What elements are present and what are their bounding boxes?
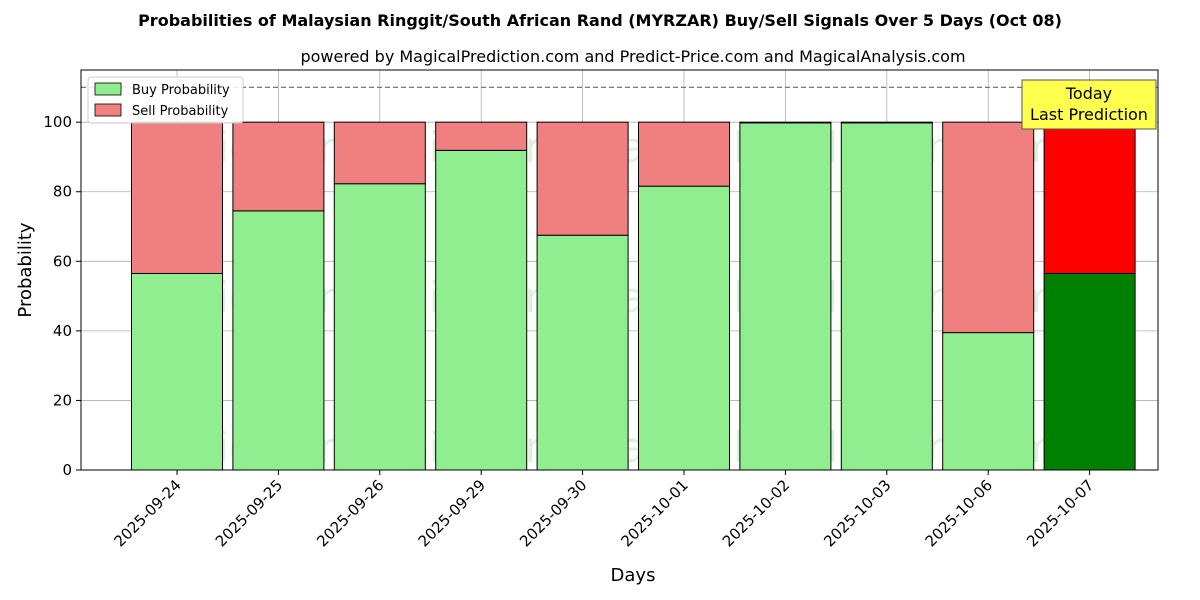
x-axis: 2025-09-24 2025-09-25 2025-09-26 2025-09-29…	[110, 470, 1097, 550]
x-tick-label: 2025-09-29	[415, 476, 489, 550]
bar-buy-2025-10-07	[1043, 272, 1136, 471]
annotation-line-today: Today	[1065, 84, 1112, 103]
x-tick-label: 2025-10-07	[1023, 476, 1097, 550]
x-tick-label: 2025-09-30	[516, 476, 590, 550]
bar-buy-2025-10-06	[942, 332, 1035, 471]
bar-buy-2025-10-01	[638, 185, 730, 471]
bar-buy-2025-10-02	[739, 122, 832, 471]
x-tick-label: 2025-09-26	[313, 476, 387, 550]
x-tick-label: 2025-09-25	[212, 476, 286, 550]
y-axis: 0 20 40 60 80 100	[43, 113, 81, 479]
bar-sell-2025-10-01	[638, 121, 730, 187]
y-tick-label: 20	[53, 391, 72, 409]
bar-sell-2025-09-26	[333, 121, 426, 185]
legend: Buy Probability Sell Probability	[87, 76, 244, 124]
legend-box	[87, 76, 244, 124]
bar-sell-2025-10-03	[840, 121, 933, 124]
bar-buy-2025-09-24	[131, 272, 223, 471]
bar-sell-2025-09-29	[435, 121, 528, 151]
bar-sell-2025-10-07	[1043, 121, 1136, 274]
x-axis-label: Days	[611, 565, 656, 586]
y-axis-label: Probability	[15, 222, 36, 317]
bar-buy-2025-09-29	[435, 149, 528, 471]
legend-label-buy: Buy Probability	[132, 83, 230, 98]
x-tick-label: 2025-09-24	[110, 476, 184, 550]
legend-label-sell: Sell Probability	[132, 104, 229, 119]
legend-swatch-buy	[94, 82, 122, 96]
annotation-box	[1021, 79, 1157, 130]
plot-frame	[80, 69, 1159, 471]
bar-buy-2025-09-25	[232, 210, 325, 471]
bar-sell-2025-10-06	[942, 121, 1035, 334]
x-tick-label: 2025-10-01	[617, 476, 691, 550]
legend-swatch-sell	[94, 103, 122, 117]
y-tick-label: 60	[53, 252, 72, 270]
bar-sell-2025-09-25	[232, 121, 325, 212]
annotation-line-last-prediction: Last Prediction	[1030, 105, 1148, 124]
chart-subtitle: powered by MagicalPrediction.com and Pre…	[300, 47, 965, 66]
y-tick-label: 40	[53, 322, 72, 340]
chart-title: Probabilities of Malaysian Ringgit/South…	[138, 11, 1062, 30]
bars	[131, 121, 1136, 471]
x-tick-label: 2025-10-02	[719, 476, 793, 550]
x-tick-label: 2025-10-06	[922, 476, 996, 550]
bar-sell-2025-09-24	[131, 121, 223, 274]
y-tick-label: 0	[62, 461, 72, 479]
bar-buy-2025-09-30	[536, 234, 629, 471]
bar-sell-2025-09-30	[536, 121, 629, 236]
today-annotation: Today Last Prediction	[1021, 79, 1157, 130]
y-tick-label: 100	[43, 113, 72, 131]
y-tick-label: 80	[53, 183, 72, 201]
bar-buy-2025-09-26	[333, 183, 426, 471]
x-tick-label: 2025-10-03	[820, 476, 894, 550]
bar-buy-2025-10-03	[840, 122, 933, 471]
bar-sell-2025-10-02	[739, 121, 832, 124]
